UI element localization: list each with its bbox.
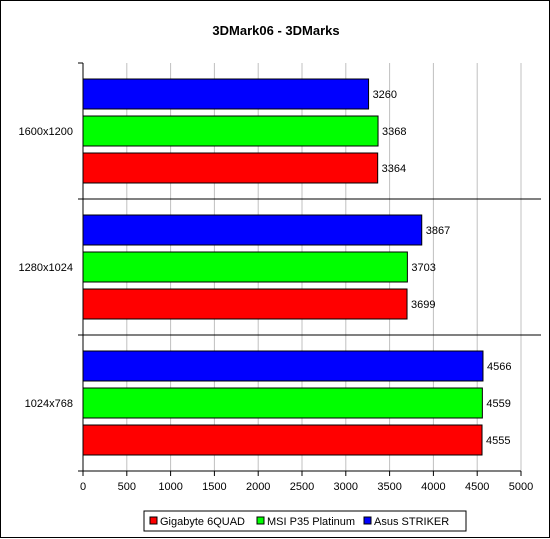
- legend-box: [143, 510, 467, 532]
- x-tick-label: 3500: [377, 481, 401, 493]
- legend-label: Asus STRIKER: [374, 516, 449, 528]
- bar: [82, 387, 483, 419]
- category-label: 1600x1200: [19, 126, 73, 138]
- data-label: 4559: [486, 398, 510, 410]
- data-label: 3703: [411, 262, 435, 274]
- data-label: 3699: [411, 299, 435, 311]
- x-tick-label: 0: [80, 481, 86, 493]
- data-label: 3260: [373, 89, 397, 101]
- data-label: 3867: [426, 225, 450, 237]
- legend-swatch: [363, 516, 372, 525]
- x-tick-label: 1000: [158, 481, 182, 493]
- x-tick-label: 4500: [465, 481, 489, 493]
- x-tick-label: 5000: [509, 481, 533, 493]
- category-label: 1024x768: [25, 398, 73, 410]
- bar: [82, 288, 408, 320]
- x-tick-label: 2500: [290, 481, 314, 493]
- x-tick-label: 1500: [202, 481, 226, 493]
- legend: Gigabyte 6QUAD MSI P35 Platinum Asus STRIK…: [143, 510, 467, 532]
- bar: [82, 214, 423, 246]
- bar: [82, 424, 483, 456]
- x-tick-label: 4000: [421, 481, 445, 493]
- x-tick-label: 500: [118, 481, 136, 493]
- data-label: 4566: [487, 361, 511, 373]
- data-label: 3368: [382, 126, 406, 138]
- chart-title: 3DMark06 - 3DMarks: [212, 23, 339, 38]
- x-tick-label: 3000: [334, 481, 358, 493]
- legend-label: Gigabyte 6QUAD: [160, 516, 245, 528]
- legend-swatch: [149, 516, 158, 525]
- bar: [82, 115, 379, 147]
- bar: [82, 350, 484, 382]
- plot-area: 3260 3368 3364 1600x1200 3867 3703 3699 1280x10…: [19, 62, 541, 493]
- data-label: 3364: [382, 163, 406, 175]
- x-tick-label: 2000: [246, 481, 270, 493]
- data-label: 4555: [486, 435, 510, 447]
- legend-label: MSI P35 Platinum: [267, 516, 355, 528]
- bar: [82, 78, 370, 110]
- category-label: 1280x1024: [19, 262, 73, 274]
- bar: [82, 251, 408, 283]
- bar: [82, 152, 379, 184]
- legend-swatch: [256, 516, 265, 525]
